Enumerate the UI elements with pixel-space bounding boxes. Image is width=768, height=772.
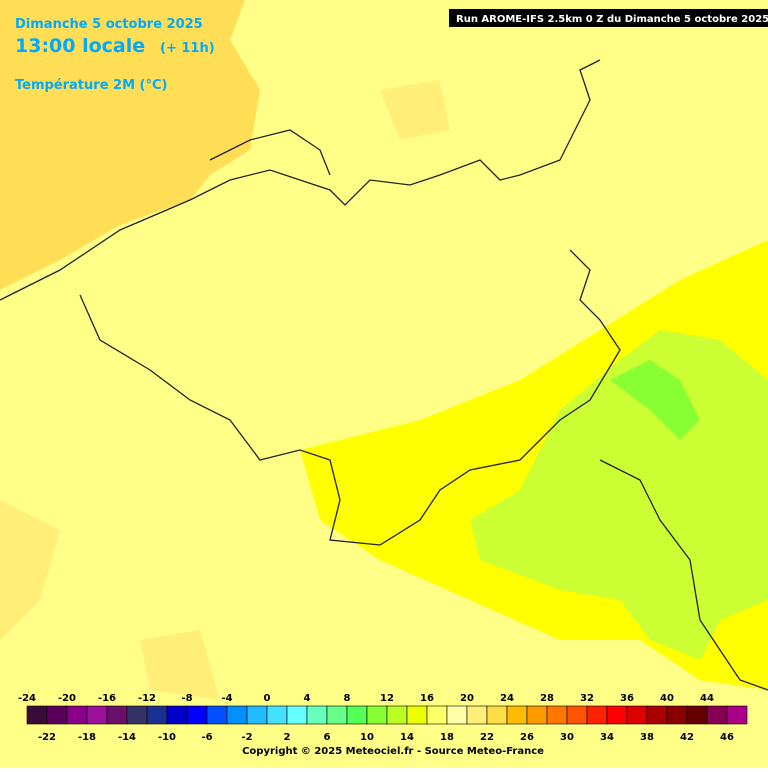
legend-swatch	[346, 705, 368, 725]
legend-swatch	[626, 705, 648, 725]
sea-area	[0, 0, 260, 290]
legend-swatch	[726, 705, 748, 725]
legend-label: -12	[138, 693, 156, 704]
legend-swatch	[186, 705, 208, 725]
legend-label: 4	[304, 693, 311, 704]
legend-swatch	[206, 705, 228, 725]
legend-label: 30	[560, 732, 574, 743]
legend-swatch	[266, 705, 288, 725]
legend-label: 20	[460, 693, 474, 704]
local-time: 13:00 locale	[15, 35, 145, 57]
legend-swatch	[386, 705, 408, 725]
legend-swatch	[166, 705, 188, 725]
run-banner	[449, 9, 768, 27]
legend-label: 36	[620, 693, 634, 704]
legend-swatch	[586, 705, 608, 725]
legend-label: -20	[58, 693, 76, 704]
legend-label: 28	[540, 693, 554, 704]
legend-swatch	[106, 705, 128, 725]
parameter: Température 2M (°C)	[15, 78, 167, 93]
legend-label: 22	[480, 732, 494, 743]
legend-label: -4	[221, 693, 232, 704]
legend-swatch	[46, 705, 68, 725]
legend-swatch	[326, 705, 348, 725]
borders	[0, 59, 768, 691]
legend-swatch	[546, 705, 568, 725]
legend-swatch	[26, 705, 48, 725]
legend: -24 -20 -16 -12 -8 -4 0 4 8 12 16 20 24 28 32 36 40 44-22…	[18, 693, 748, 743]
legend-label: 32	[580, 693, 594, 704]
legend-label: 2	[284, 732, 291, 743]
legend-swatch	[566, 705, 588, 725]
legend-label: 14	[400, 732, 414, 743]
legend-label: 24	[500, 693, 514, 704]
legend-label: 18	[440, 732, 454, 743]
country-border	[599, 459, 768, 691]
legend-label: 0	[264, 693, 271, 704]
run-info: Run AROME-IFS 2.5km 0 Z du Dimanche 5 oc…	[456, 14, 768, 25]
coast-border	[0, 59, 601, 301]
legend-label: -22	[38, 732, 56, 743]
legend-label: 16	[420, 693, 434, 704]
legend-swatch	[66, 705, 88, 725]
country-border	[79, 249, 621, 546]
legend-label: 46	[720, 732, 734, 743]
legend-swatch	[126, 705, 148, 725]
legend-label: -6	[201, 732, 212, 743]
legend-label: -14	[118, 732, 136, 743]
legend-swatch	[486, 705, 508, 725]
legend-label: 34	[600, 732, 614, 743]
legend-swatch	[466, 705, 488, 725]
date: Dimanche 5 octobre 2025	[15, 17, 203, 32]
legend-swatch	[646, 705, 668, 725]
legend-label: 44	[700, 693, 714, 704]
legend-swatch	[146, 705, 168, 725]
legend-label: 6	[324, 732, 331, 743]
copyright: Copyright © 2025 Meteociel.fr - Source M…	[242, 746, 544, 757]
legend-swatch	[446, 705, 468, 725]
legend-label: 42	[680, 732, 694, 743]
legend-swatch	[426, 705, 448, 725]
legend-label: 8	[344, 693, 351, 704]
legend-swatch	[506, 705, 528, 725]
legend-label: 38	[640, 732, 654, 743]
legend-swatch	[366, 705, 388, 725]
legend-swatch	[246, 705, 268, 725]
legend-swatch	[406, 705, 428, 725]
legend-swatch	[686, 705, 708, 725]
legend-label: -18	[78, 732, 96, 743]
legend-swatch	[606, 705, 628, 725]
legend-label: -8	[181, 693, 192, 704]
legend-swatch	[666, 705, 688, 725]
legend-swatch	[306, 705, 328, 725]
legend-label: 10	[360, 732, 374, 743]
legend-label: -2	[241, 732, 252, 743]
legend-swatch	[706, 705, 728, 725]
legend-label: 12	[380, 693, 394, 704]
legend-swatch	[526, 705, 548, 725]
coast-border	[209, 129, 331, 176]
legend-swatch	[226, 705, 248, 725]
legend-label: 26	[520, 732, 534, 743]
legend-label: -24	[18, 693, 36, 704]
legend-label: -10	[158, 732, 176, 743]
legend-label: 40	[660, 693, 674, 704]
bright-green-area	[610, 360, 700, 440]
offset: (+ 11h)	[160, 41, 215, 56]
legend-swatch	[86, 705, 108, 725]
legend-label: -16	[98, 693, 116, 704]
legend-swatch	[286, 705, 308, 725]
